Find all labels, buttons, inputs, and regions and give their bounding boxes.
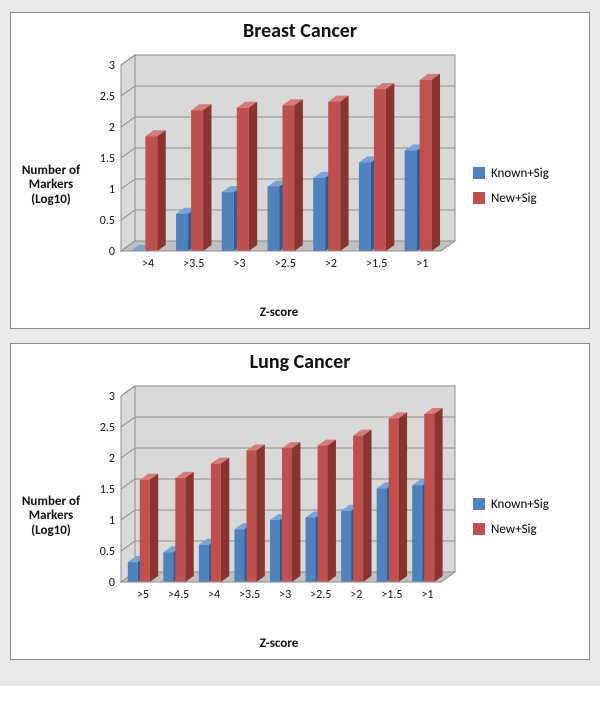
y-tick-label: 2	[109, 452, 115, 466]
x-tick-label: >3	[233, 257, 245, 271]
chart-legend: Known+Sig New+Sig	[473, 43, 589, 328]
x-tick-label: >3	[279, 588, 291, 602]
y-tick-label: 1.5	[100, 483, 115, 497]
chart-plot: 0 0.5 1 1.5 2 2.5 3 >5 >4.5 >4 >3.5 >3 >2.5 >2 >1.5 >1	[85, 374, 465, 634]
plot-area: 0 0.5 1 1.5 2 2.5 3 >4 >3.5 >3 >2.5 >2 >1.5 >1 Z-score	[85, 43, 473, 328]
legend-swatch	[473, 167, 485, 179]
y-axis-label: Number of Markers (Log10)	[11, 164, 85, 207]
x-tick-label: >3.5	[183, 257, 204, 271]
chart-title: Breast Cancer	[11, 13, 589, 43]
y-tick-label: 3	[109, 59, 115, 73]
chart-body: Number of Markers (Log10) 0 0.5 1 1.5 2 2.5 3 >5…	[11, 374, 589, 659]
x-tick-label: >4	[208, 588, 220, 602]
x-axis-label: Z-score	[85, 634, 473, 659]
x-tick-label: >2.5	[310, 588, 331, 602]
y-tick-label: 0.5	[100, 214, 115, 228]
legend-label: Known+Sig	[491, 497, 549, 512]
y-tick-label: 0.5	[100, 545, 115, 559]
x-tick-label: >2	[350, 588, 362, 602]
legend-item: Known+Sig	[473, 166, 583, 181]
chart-plot: 0 0.5 1 1.5 2 2.5 3 >4 >3.5 >3 >2.5 >2 >1.5 >1	[85, 43, 465, 303]
legend-swatch	[473, 498, 485, 510]
legend-item: Known+Sig	[473, 497, 583, 512]
x-tick-label: >2.5	[275, 257, 296, 271]
x-tick-label: >4.5	[168, 588, 189, 602]
chart-body: Number of Markers (Log10) 0 0.5 1 1.5 2 2.5 3 >4…	[11, 43, 589, 328]
chart-title: Lung Cancer	[11, 344, 589, 374]
y-tick-label: 1.5	[100, 152, 115, 166]
y-axis-label: Number of Markers (Log10)	[11, 495, 85, 538]
y-tick-label: 2	[109, 121, 115, 135]
legend-item: New+Sig	[473, 522, 583, 537]
y-tick-label: 1	[109, 183, 115, 197]
legend-item: New+Sig	[473, 191, 583, 206]
y-tick-label: 0	[109, 245, 115, 259]
y-tick-label: 2.5	[100, 90, 115, 104]
x-tick-label: >1	[416, 257, 428, 271]
y-tick-label: 0	[109, 576, 115, 590]
x-tick-label: >1.5	[381, 588, 402, 602]
x-axis-label: Z-score	[85, 303, 473, 328]
plot-area: 0 0.5 1 1.5 2 2.5 3 >5 >4.5 >4 >3.5 >3 >2.5 >2 >1.5 >1 Z…	[85, 374, 473, 659]
x-tick-label: >1	[421, 588, 433, 602]
legend-label: Known+Sig	[491, 166, 549, 181]
x-tick-label: >3.5	[239, 588, 260, 602]
y-tick-label: 1	[109, 514, 115, 528]
legend-label: New+Sig	[491, 522, 537, 537]
legend-swatch	[473, 192, 485, 204]
y-tick-label: 2.5	[100, 421, 115, 435]
x-tick-label: >5	[137, 588, 149, 602]
x-tick-label: >1.5	[366, 257, 387, 271]
y-tick-label: 3	[109, 390, 115, 404]
chart-card: Lung CancerNumber of Markers (Log10)00.5…	[10, 343, 590, 660]
legend-swatch	[473, 523, 485, 535]
legend-label: New+Sig	[491, 191, 537, 206]
x-tick-label: >2	[325, 257, 337, 271]
chart-legend: Known+Sig New+Sig	[473, 374, 589, 659]
chart-card: Breast CancerNumber of Markers (Log10)00…	[10, 12, 590, 329]
x-tick-label: >4	[142, 257, 154, 271]
